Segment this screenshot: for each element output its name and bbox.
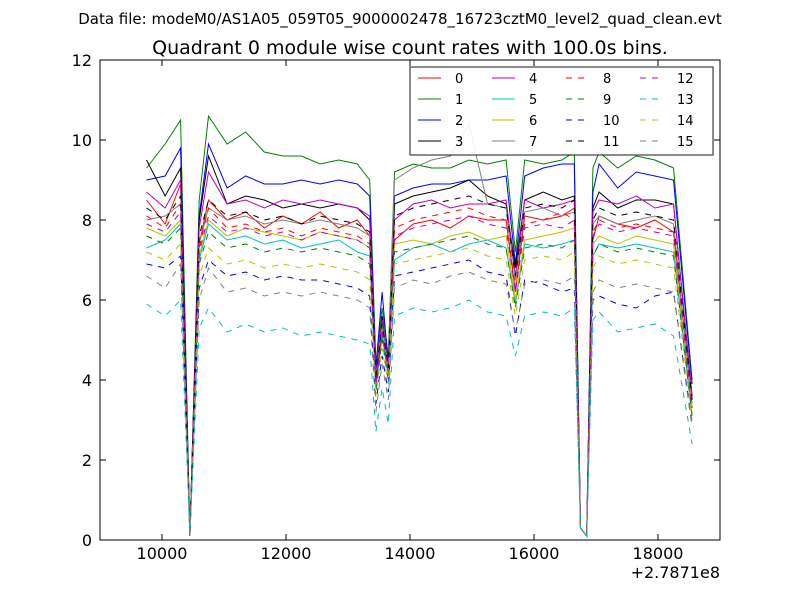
- legend-label-14: 14: [677, 114, 694, 129]
- series-line-11: [146, 194, 693, 538]
- legend-box: [409, 66, 714, 156]
- legend-label-5: 5: [529, 93, 537, 108]
- series-layer: [146, 114, 693, 538]
- legend-label-11: 11: [603, 135, 620, 150]
- legend-label-6: 6: [529, 114, 537, 129]
- x-tick-label: 10000: [137, 544, 188, 563]
- y-tick-label: 6: [82, 291, 92, 310]
- legend-label-0: 0: [455, 72, 463, 87]
- legend-label-8: 8: [603, 72, 611, 87]
- x-tick-label: 18000: [633, 544, 684, 563]
- x-tick-label: 16000: [509, 544, 560, 563]
- y-tick-label: 0: [82, 531, 92, 550]
- y-tick-label: 4: [82, 371, 92, 390]
- legend-label-12: 12: [677, 72, 694, 87]
- x-tick-label: 14000: [385, 544, 436, 563]
- series-line-15: [146, 262, 693, 538]
- data-file-subtitle: Data file: modeM0/AS1A05_059T05_90000024…: [78, 10, 722, 29]
- legend-label-15: 15: [677, 135, 694, 150]
- y-tick-label: 2: [82, 451, 92, 470]
- series-line-12: [146, 210, 693, 538]
- series-line-10: [146, 255, 693, 538]
- series-line-14: [146, 242, 693, 538]
- series-line-13: [146, 298, 693, 538]
- legend-label-1: 1: [455, 93, 463, 108]
- legend-label-13: 13: [677, 93, 694, 108]
- x-offset-label: +2.7871e8: [631, 563, 720, 582]
- legend-label-7: 7: [529, 135, 537, 150]
- series-line-9: [146, 226, 693, 538]
- y-tick-label: 12: [72, 51, 92, 70]
- x-tick-label: 12000: [261, 544, 312, 563]
- legend-label-4: 4: [529, 72, 537, 87]
- chart-title: Quadrant 0 module wise count rates with …: [152, 37, 668, 59]
- legend-label-3: 3: [455, 135, 463, 150]
- legend-label-10: 10: [603, 114, 620, 129]
- legend-label-2: 2: [455, 114, 463, 129]
- legend-label-9: 9: [603, 93, 611, 108]
- y-tick-label: 8: [82, 211, 92, 230]
- y-tick-label: 10: [72, 131, 92, 150]
